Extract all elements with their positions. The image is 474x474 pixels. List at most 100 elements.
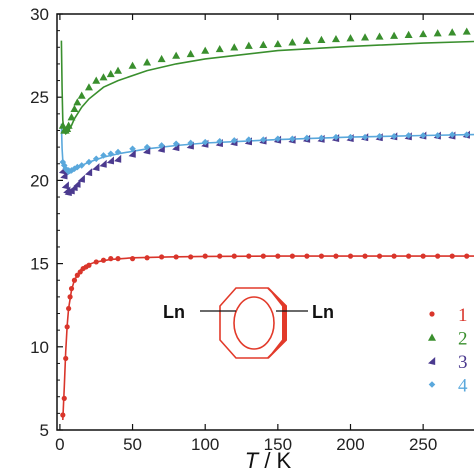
data-point-2 [70, 104, 79, 113]
data-point-2 [67, 113, 76, 121]
inset-ring-inner [233, 296, 275, 350]
data-point-2 [273, 39, 282, 48]
data-point-1 [202, 253, 208, 259]
legend: 1 23 4 [428, 305, 468, 397]
y-tick-label: 10 [30, 338, 49, 357]
data-point-4 [463, 131, 471, 138]
data-point-4 [448, 131, 456, 138]
data-point-2 [462, 27, 471, 35]
data-point-2 [302, 36, 311, 44]
data-point-2 [99, 73, 108, 81]
data-point-1 [304, 253, 310, 259]
inset-label-left: Ln [163, 302, 185, 322]
data-point-4 [158, 142, 165, 149]
data-point-2 [186, 49, 195, 58]
data-point-4 [129, 145, 136, 153]
data-point-1 [406, 253, 412, 259]
y-tick-label: 30 [30, 5, 49, 24]
data-point-1 [144, 255, 150, 261]
data-point-1 [115, 256, 121, 262]
data-point-4 [289, 135, 296, 143]
inset-ring-thick-edge [267, 287, 287, 359]
tick-labels: 0 50 100 150 200 250 5 10 15 20 25 30 [30, 5, 437, 454]
legend-marker-3 [428, 357, 436, 365]
x-tick-label: 100 [191, 435, 219, 454]
data-point-1 [449, 253, 455, 259]
data-point-4 [390, 133, 398, 140]
data-point-2 [157, 54, 166, 63]
data-point-4 [347, 133, 354, 141]
legend-label-4: 4 [458, 376, 468, 397]
data-point-1 [68, 285, 75, 292]
data-point-1 [464, 253, 470, 259]
data-point-2 [317, 35, 326, 43]
fit-curve-1 [62, 255, 474, 421]
data-point-2 [259, 40, 268, 48]
data-point-1 [100, 257, 107, 263]
data-point-4 [107, 150, 115, 158]
data-point-1 [64, 324, 70, 330]
data-point-1 [347, 253, 354, 259]
data-point-4 [376, 133, 383, 140]
legend-marker-1 [429, 311, 435, 317]
x-axis-label: T / K [245, 448, 292, 473]
legend-label-3: 3 [458, 352, 468, 373]
data-point-4 [419, 132, 427, 139]
data-point-1 [376, 253, 383, 259]
data-point-4 [59, 158, 67, 166]
data-point-1 [60, 412, 66, 418]
data-point-2 [128, 61, 137, 69]
data-point-4 [303, 134, 311, 142]
data-point-3 [60, 171, 68, 180]
data-point-4 [260, 136, 267, 143]
data-point-1 [217, 253, 223, 259]
data-point-4 [405, 132, 412, 139]
data-point-1 [231, 253, 237, 259]
data-point-2 [390, 31, 399, 39]
fit-curve-4 [60, 123, 474, 176]
y-tick-label: 25 [30, 88, 49, 107]
data-point-1 [159, 254, 165, 260]
data-point-3 [128, 149, 136, 158]
data-point-2 [143, 58, 152, 66]
data-point-1 [318, 253, 325, 259]
data-point-2 [92, 76, 101, 84]
data-point-1 [61, 395, 67, 401]
data-point-2 [172, 51, 181, 59]
data-point-4 [245, 136, 253, 143]
data-point-1 [129, 256, 136, 262]
data-point-4 [114, 148, 122, 156]
data-point-2 [346, 34, 355, 42]
data-point-2 [77, 91, 86, 99]
data-point-3 [114, 154, 122, 163]
data-point-4 [71, 165, 78, 173]
y-tick-label: 20 [30, 171, 49, 190]
data-point-2 [64, 121, 73, 129]
data-point-4 [332, 133, 340, 141]
data-point-4 [274, 135, 282, 143]
data-point-4 [85, 158, 93, 166]
data-point-3 [92, 163, 100, 172]
data-point-2 [375, 32, 384, 40]
data-point-1 [435, 253, 441, 259]
data-point-2 [419, 29, 428, 38]
data-point-2 [433, 29, 442, 37]
data-point-1 [173, 254, 179, 260]
x-tick-label: 0 [55, 435, 64, 454]
data-point-1 [63, 355, 69, 362]
data-point-4 [216, 137, 224, 145]
data-point-1 [246, 253, 252, 259]
data-point-1 [71, 277, 78, 283]
data-point-2 [230, 43, 239, 51]
fit-curves [60, 40, 474, 421]
data-point-4 [143, 143, 151, 151]
data-point-2 [215, 44, 224, 53]
data-point-4 [201, 138, 209, 146]
inset-structure: Ln Ln [163, 287, 334, 359]
y-tick-label: 15 [30, 255, 49, 274]
data-point-2 [106, 69, 115, 78]
data-point-3 [61, 181, 69, 190]
data-point-4 [92, 155, 100, 163]
data-point-2 [73, 98, 82, 106]
